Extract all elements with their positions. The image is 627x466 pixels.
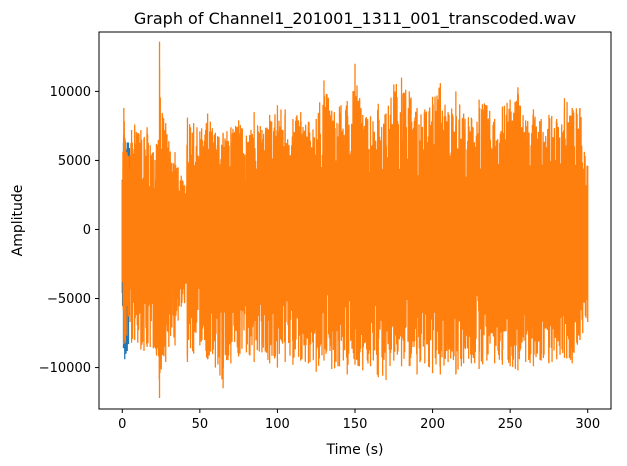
y-tick-label: 10000 bbox=[50, 85, 91, 100]
y-tick-label: 5000 bbox=[58, 154, 91, 169]
y-tick-label: 0 bbox=[83, 223, 91, 238]
x-tick-label: 300 bbox=[575, 417, 600, 432]
x-tick-label: 250 bbox=[498, 417, 523, 432]
axis-ticks: 0 50 100 150 200 250 300 −10000 −5000 0 5000 10000 bbox=[39, 85, 600, 432]
x-tick-label: 150 bbox=[343, 417, 368, 432]
x-tick-label: 50 bbox=[192, 417, 209, 432]
axes-frame bbox=[98, 31, 612, 410]
x-tick-label: 200 bbox=[420, 417, 445, 432]
x-tick-label: 0 bbox=[118, 417, 126, 432]
y-tick-label: −5000 bbox=[47, 292, 91, 307]
y-tick-label: −10000 bbox=[39, 361, 91, 376]
chart-title: Graph of Channel1_201001_1311_001_transc… bbox=[134, 9, 576, 29]
series-line-2 bbox=[121, 41, 589, 398]
x-axis-label: Time (s) bbox=[326, 442, 384, 458]
x-tick-label: 100 bbox=[265, 417, 290, 432]
plot-area bbox=[121, 41, 589, 398]
y-axis-label: Amplitude bbox=[10, 185, 26, 257]
